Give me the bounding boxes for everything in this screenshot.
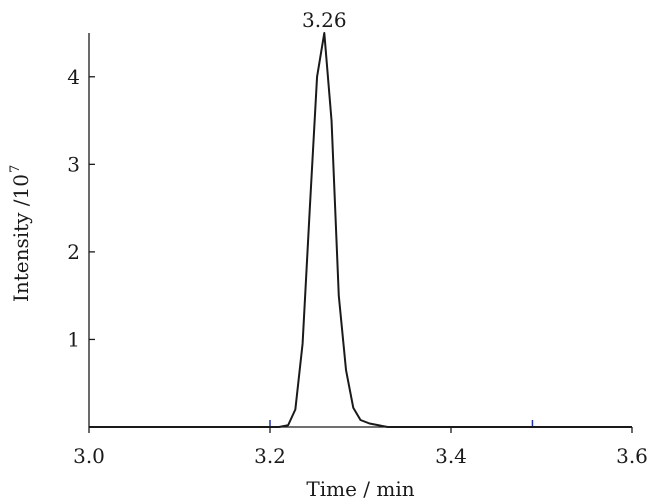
y-tick-label: 2 [67,240,80,264]
y-axis-title: Intensity /10 [9,174,33,302]
x-tick-label: 3.4 [435,444,467,468]
x-tick-label: 3.2 [254,444,286,468]
series-group [89,32,632,428]
y-tick-label: 3 [67,152,80,176]
y-axis-title-group: Intensity /10 7 [8,165,33,302]
retention-markers [269,420,534,426]
x-tick-label: 3.0 [73,444,105,468]
y-tick-label: 4 [67,65,80,89]
plot-axes [88,33,632,428]
peak-label: 3.26 [302,8,347,32]
x-axis-ticks: 3.0 3.2 3.4 3.6 [73,427,648,468]
y-axis-ticks: 1 2 3 4 [67,65,95,351]
series-line [89,32,632,428]
y-tick-label: 1 [67,327,80,351]
annotation-group: 3.26 [302,8,347,32]
y-axis-title-superscript: 7 [8,165,23,173]
x-tick-label: 3.6 [616,444,648,468]
x-axis-title: Time / min [306,477,414,498]
